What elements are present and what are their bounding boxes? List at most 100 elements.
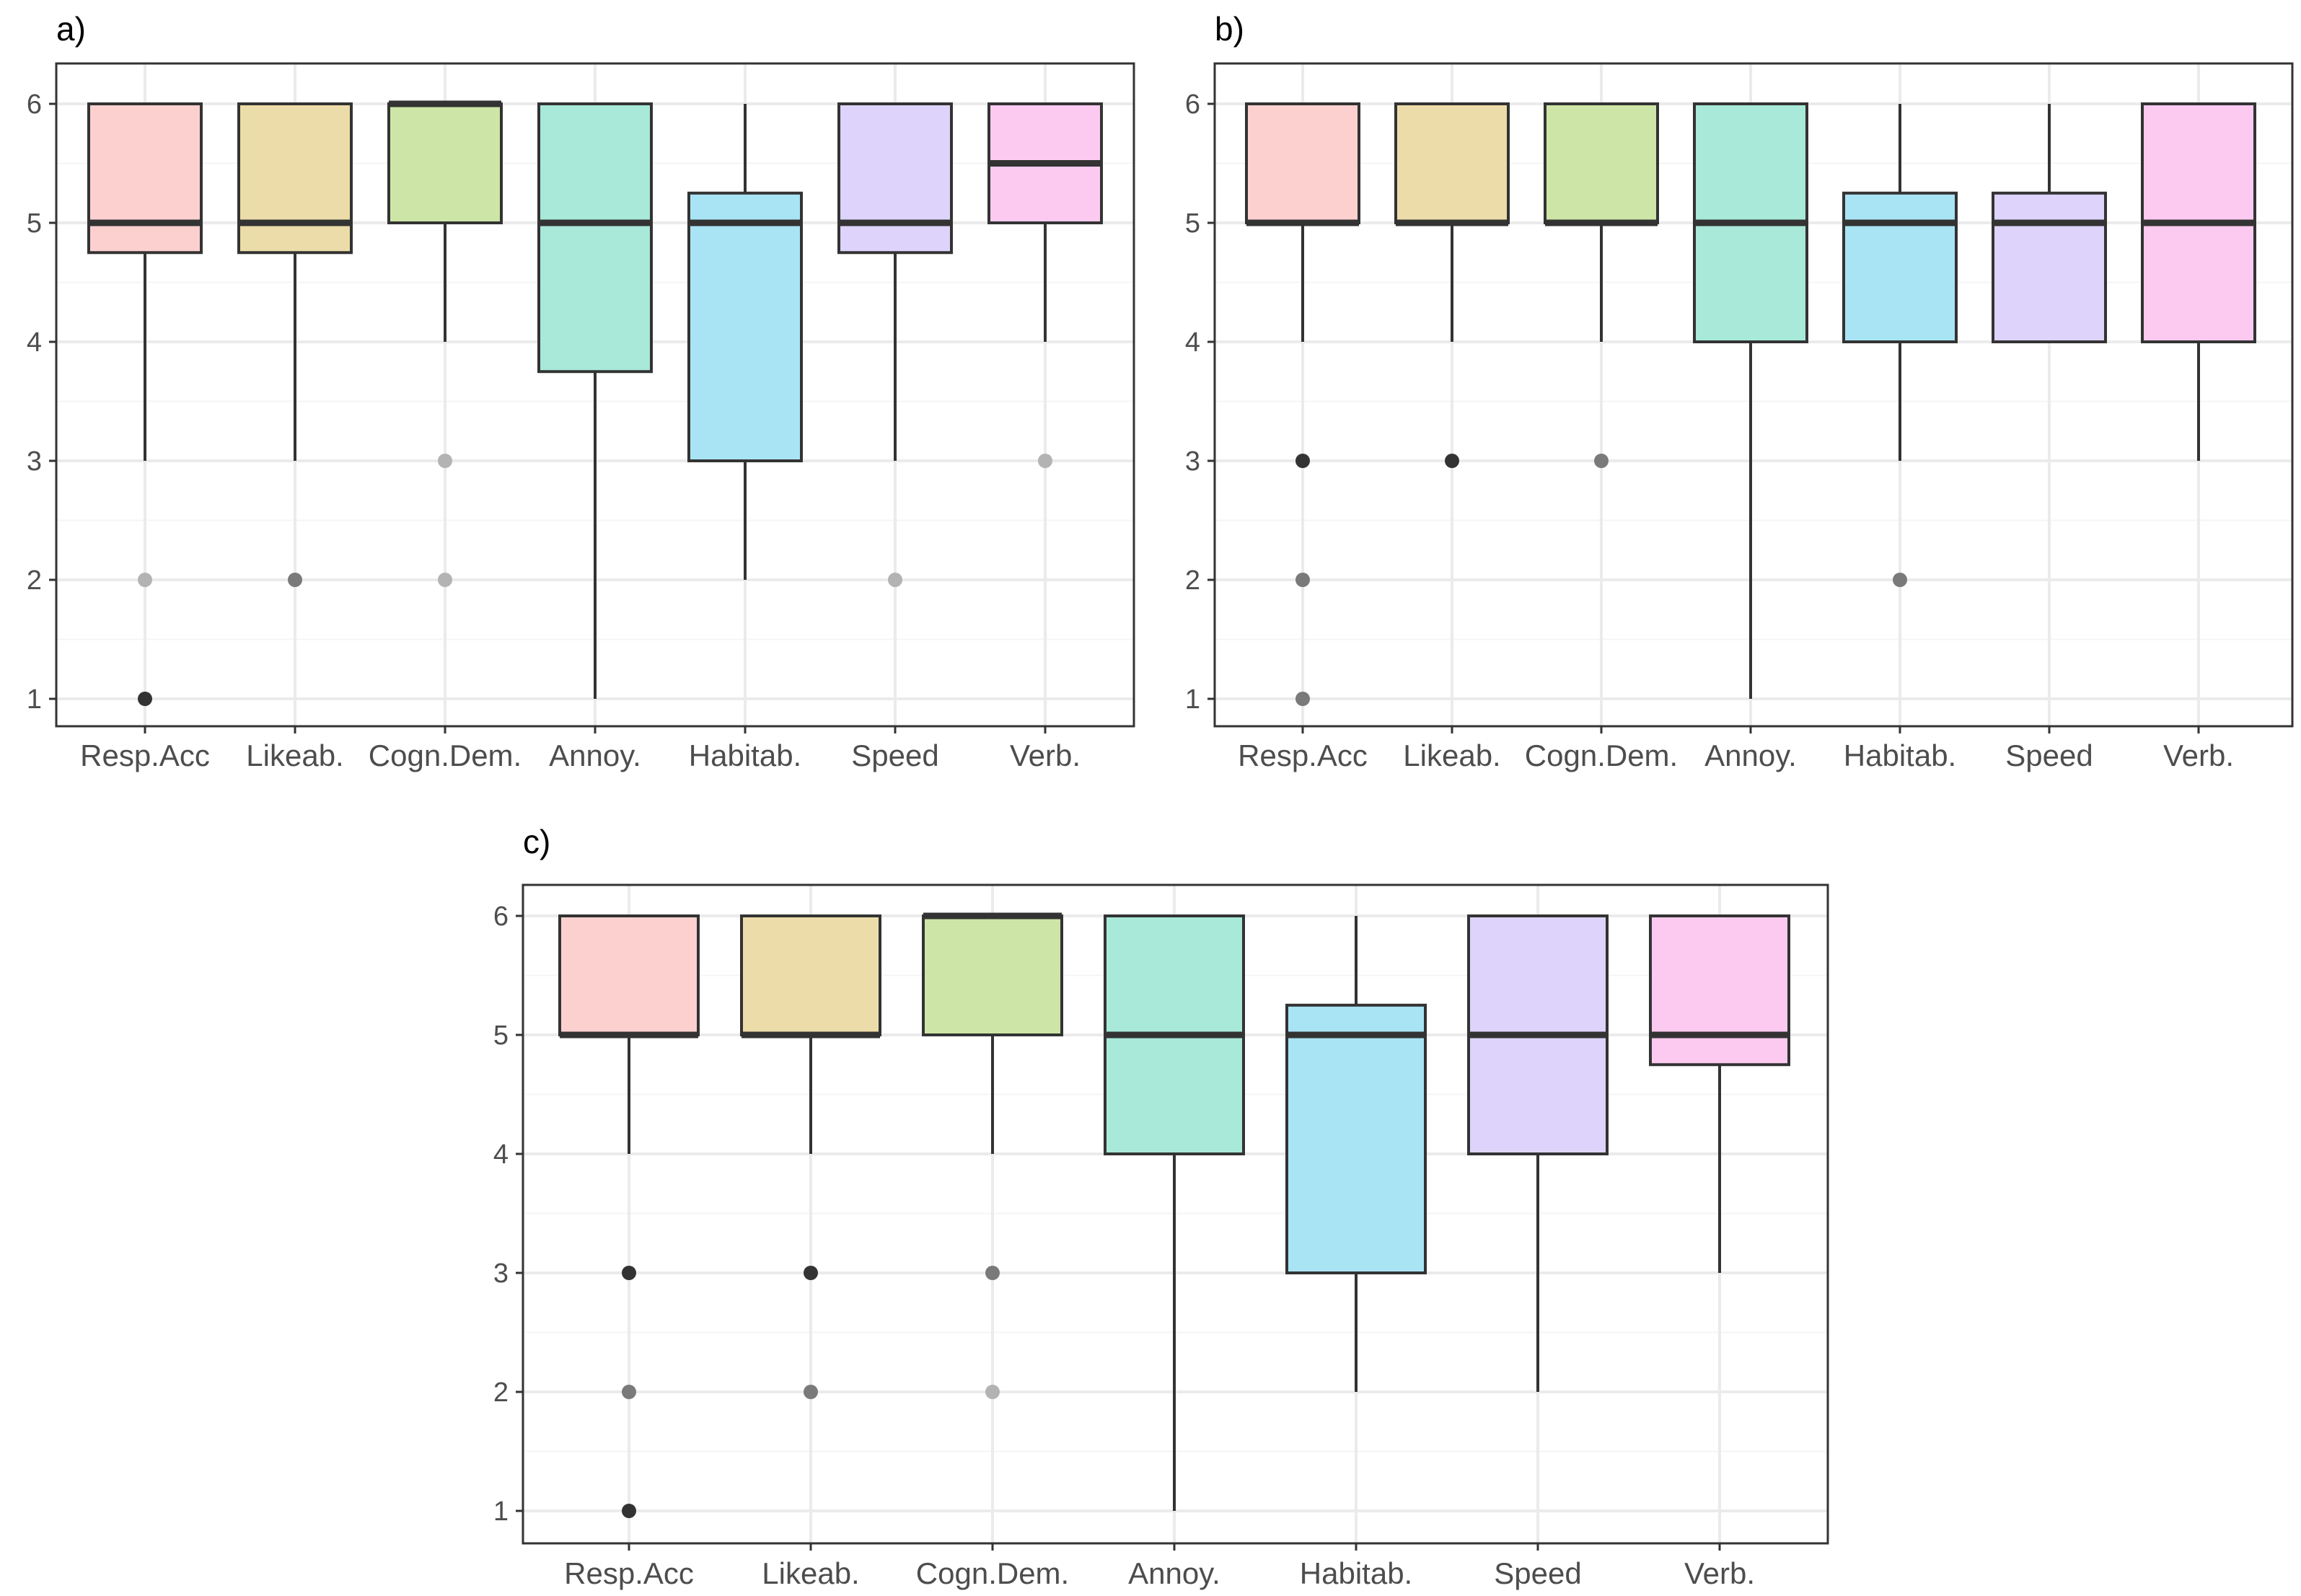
outlier-point [438,573,452,587]
outlier-point [1893,573,1907,587]
box-body [1245,102,1360,224]
x-tick-label: Annoy. [1128,1556,1220,1590]
outlier-point [804,1266,818,1280]
x-tick-label: Resp.Acc [564,1556,694,1590]
box-body [1649,914,1790,1067]
box-body [687,191,803,462]
box-verb [987,102,1103,468]
box-body [558,914,700,1036]
box-respacc [558,914,700,1518]
chart-panel: a) 1 2 3 4 5 6 Resp.Acc Likeab. Cogn.Dem. Annoy. Ha… [27,10,1135,772]
y-tick-label: 5 [27,208,42,239]
box-speed [1992,104,2107,343]
outlier-point [1594,454,1609,468]
box-habitab [1842,104,1958,587]
y-tick-label: 5 [1185,208,1200,239]
box-habitab [687,104,803,580]
x-tick-label: Likeab. [246,739,343,772]
x-tick-label: Likeab. [1403,739,1500,772]
outlier-point [804,1385,818,1399]
x-tick-label: Habitab. [689,739,801,772]
chart-panel: b) 1 2 3 4 5 6 Resp.Acc Likeab. Cogn.Dem. Annoy. Ha… [1185,10,2294,772]
x-tick-label: Speed [1494,1556,1581,1590]
box-body [1992,191,2107,343]
box-body [1394,102,1510,224]
y-tick-label: 3 [1185,446,1200,477]
x-tick-label: Resp.Acc [80,739,210,772]
x-tick-label: Cogn.Dem. [916,1556,1069,1590]
outlier-point [985,1385,1000,1399]
x-tick-label: Habitab. [1844,739,1956,772]
x-tick-label: Cogn.Dem. [369,739,522,772]
y-tick-label: 5 [493,1020,509,1051]
box-annoy [537,102,653,699]
box-cogndem [387,100,503,587]
panel-label: b) [1215,10,1244,48]
x-tick-label: Speed [2005,739,2093,772]
y-tick-label: 6 [493,901,509,932]
outlier-point [1295,454,1310,468]
x-tick-label: Verb. [2163,739,2234,772]
x-tick-label: Likeab. [762,1556,859,1590]
box-body [837,102,953,255]
box-body [237,102,353,255]
outlier-point [138,573,152,587]
outlier-point [622,1504,636,1518]
box-speed [1467,914,1609,1392]
box-body [740,914,881,1036]
x-tick-label: Speed [851,739,938,772]
outlier-point [1038,454,1052,468]
outlier-point [1295,692,1310,706]
box-cogndem [922,912,1063,1399]
x-tick-label: Resp.Acc [1238,739,1368,772]
x-tick-label: Verb. [1684,1556,1755,1590]
x-tick-label: Habitab. [1300,1556,1412,1590]
panel-label: c) [523,823,550,860]
y-tick-label: 6 [27,89,42,120]
box-body [922,914,1063,1036]
y-tick-label: 4 [1185,327,1200,358]
box-respacc [87,102,203,706]
outlier-point [1445,454,1459,468]
y-tick-label: 1 [1185,684,1200,715]
box-body [387,102,503,224]
outlier-point [985,1266,1000,1280]
y-tick-label: 3 [493,1258,509,1289]
x-tick-label: Annoy. [1704,739,1797,772]
outlier-point [288,573,302,587]
y-tick-label: 1 [493,1496,509,1527]
box-likeab [237,102,353,587]
outlier-point [888,573,902,587]
outlier-point [138,692,152,706]
chart-panel: c) 1 2 3 4 5 6 Resp.Acc Likeab. Cogn.Dem. Annoy. Ha… [493,823,1829,1590]
y-tick-label: 3 [27,446,42,477]
outlier-point [1295,573,1310,587]
box-body [1842,191,1958,343]
box-annoy [1104,914,1245,1511]
panels: a) 1 2 3 4 5 6 Resp.Acc Likeab. Cogn.Dem. Annoy. Ha… [27,10,2294,1590]
outlier-point [622,1385,636,1399]
box-likeab [1394,102,1510,468]
x-tick-label: Annoy. [549,739,641,772]
y-tick-label: 2 [1185,565,1200,596]
x-tick-label: Cogn.Dem. [1525,739,1678,772]
box-respacc [1245,102,1360,706]
outlier-point [438,454,452,468]
box-body [87,102,203,255]
box-verb [2141,102,2256,461]
box-habitab [1285,916,1427,1392]
box-verb [1649,914,1790,1273]
y-tick-label: 2 [493,1377,509,1408]
panel-frame [1213,62,2294,728]
box-body [537,102,653,374]
panel-label: a) [56,10,86,48]
box-cogndem [1544,102,1659,468]
box-body [1544,102,1659,224]
box-speed [837,102,953,587]
y-tick-label: 2 [27,565,42,596]
outlier-point [622,1266,636,1280]
y-tick-label: 1 [27,684,42,715]
box-likeab [740,914,881,1399]
x-tick-label: Verb. [1010,739,1081,772]
